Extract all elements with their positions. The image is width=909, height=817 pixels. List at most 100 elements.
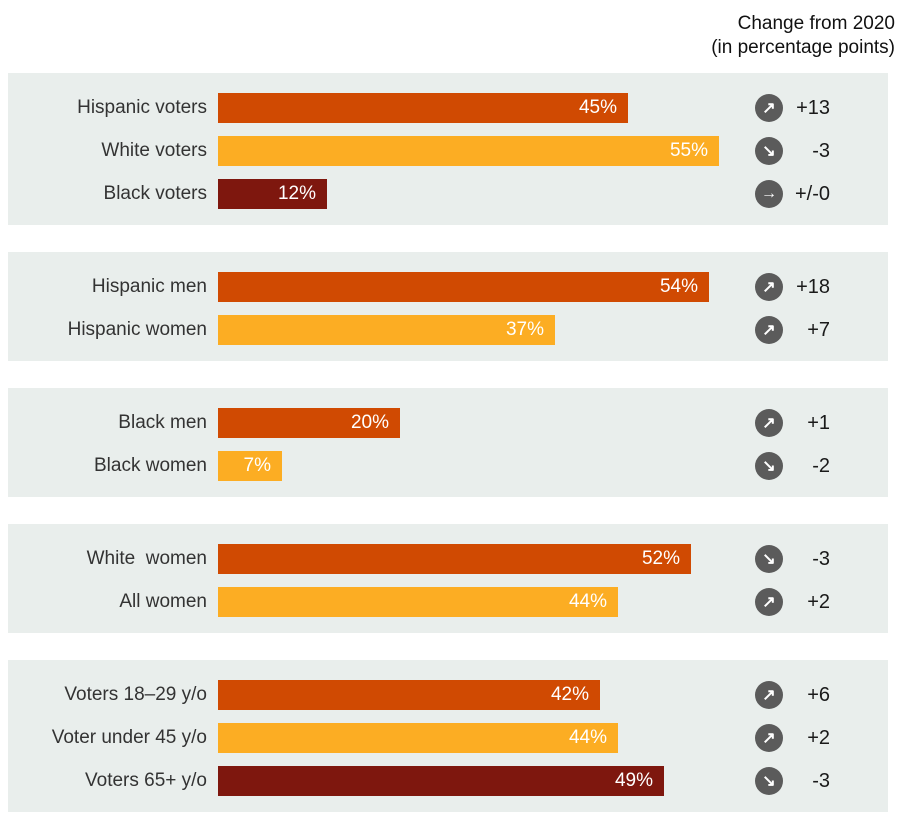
change-cell: ↗ +6 [755, 681, 830, 709]
bar-value-label: 42% [550, 684, 589, 705]
bar-track: 44% [218, 723, 755, 753]
change-value: +/-0 [794, 182, 830, 205]
bar-value-label: 44% [568, 727, 607, 748]
category-label: Black men [118, 412, 207, 433]
change-value: +2 [807, 726, 830, 749]
change-value: +18 [796, 275, 830, 298]
bar-track: 45% [218, 93, 755, 123]
category-label: Hispanic voters [77, 97, 207, 118]
bar-row: Voter under 45 y/o 44% ↗ +2 [8, 723, 888, 753]
change-column-header-line2: (in percentage points) [711, 37, 895, 58]
bar-row: Hispanic men 54% ↗ +18 [8, 272, 888, 302]
value-bar: 12% [218, 179, 327, 209]
group-panel: Voters 18–29 y/o 42% ↗ +6 Voter under 45 y/o… [8, 660, 888, 812]
change-value: +7 [807, 318, 830, 341]
bar-row: Black voters 12% → +/-0 [8, 179, 888, 209]
value-bar: 45% [218, 93, 628, 123]
trend-down-icon: ↘ [755, 767, 783, 795]
change-value: +6 [807, 683, 830, 706]
value-bar: 54% [218, 272, 709, 302]
bar-track: 44% [218, 587, 755, 617]
bar-chart: Hispanic voters 45% ↗ +13 White voters 55% ↘ -3… [8, 73, 888, 812]
trend-up-icon: ↗ [755, 409, 783, 437]
bar-track: 52% [218, 544, 755, 574]
value-bar: 49% [218, 766, 664, 796]
bar-row: Black men 20% ↗ +1 [8, 408, 888, 438]
change-cell: ↗ +18 [755, 273, 830, 301]
category-label: All women [119, 591, 207, 612]
bar-track: 49% [218, 766, 755, 796]
value-bar: 7% [218, 451, 282, 481]
bar-track: 12% [218, 179, 755, 209]
bar-value-label: 52% [641, 548, 680, 569]
change-cell: ↘ -3 [755, 767, 830, 795]
value-bar: 42% [218, 680, 600, 710]
group-panel: Hispanic men 54% ↗ +18 Hispanic women 37% ↗ +7 [8, 252, 888, 361]
bar-track: 54% [218, 272, 755, 302]
change-cell: ↗ +2 [755, 724, 830, 752]
category-label: White voters [101, 140, 207, 161]
change-value: -3 [812, 547, 830, 570]
trend-up-icon: ↗ [755, 94, 783, 122]
bar-value-label: 54% [659, 276, 698, 297]
change-cell: → +/-0 [755, 180, 830, 208]
trend-flat-icon: → [755, 180, 783, 208]
value-bar: 44% [218, 723, 618, 753]
change-value: -2 [812, 454, 830, 477]
change-column-header-line1: Change from 2020 [737, 13, 895, 34]
category-label: Hispanic men [91, 276, 207, 297]
group-panel: Black men 20% ↗ +1 Black women 7% ↘ -2 [8, 388, 888, 497]
trend-down-icon: ↘ [755, 137, 783, 165]
bar-row: Black women 7% ↘ -2 [8, 451, 888, 481]
value-bar: 37% [218, 315, 555, 345]
category-label: Black women [94, 455, 207, 476]
bar-track: 20% [218, 408, 755, 438]
category-label: Black voters [103, 183, 207, 204]
change-cell: ↗ +7 [755, 316, 830, 344]
value-bar: 44% [218, 587, 618, 617]
bar-track: 7% [218, 451, 755, 481]
change-cell: ↘ -2 [755, 452, 830, 480]
change-cell: ↗ +1 [755, 409, 830, 437]
change-value: +13 [796, 96, 830, 119]
bar-track: 42% [218, 680, 755, 710]
change-cell: ↘ -3 [755, 137, 830, 165]
bar-value-label: 45% [578, 97, 617, 118]
change-cell: ↗ +13 [755, 94, 830, 122]
change-value: -3 [812, 769, 830, 792]
bar-row: Voters 65+ y/o 49% ↘ -3 [8, 766, 888, 796]
bar-row: White women 52% ↘ -3 [8, 544, 888, 574]
bar-value-label: 7% [243, 455, 271, 476]
trend-down-icon: ↘ [755, 452, 783, 480]
bar-value-label: 20% [350, 412, 389, 433]
group-panel: White women 52% ↘ -3 All women 44% ↗ +2 [8, 524, 888, 633]
trend-up-icon: ↗ [755, 316, 783, 344]
group-panel: Hispanic voters 45% ↗ +13 White voters 55% ↘ -3… [8, 73, 888, 225]
change-cell: ↗ +2 [755, 588, 830, 616]
bar-row: Voters 18–29 y/o 42% ↗ +6 [8, 680, 888, 710]
bar-value-label: 49% [614, 770, 653, 791]
category-label: Hispanic women [67, 319, 207, 340]
change-column-header: Change from 2020 (in percentage points) [0, 0, 909, 60]
bar-value-label: 12% [277, 183, 316, 204]
bar-value-label: 37% [505, 319, 544, 340]
trend-down-icon: ↘ [755, 545, 783, 573]
trend-up-icon: ↗ [755, 588, 783, 616]
trend-up-icon: ↗ [755, 273, 783, 301]
change-value: -3 [812, 139, 830, 162]
change-value: +1 [807, 411, 830, 434]
change-cell: ↘ -3 [755, 545, 830, 573]
category-label: Voters 18–29 y/o [64, 684, 207, 705]
bar-row: White voters 55% ↘ -3 [8, 136, 888, 166]
change-value: +2 [807, 590, 830, 613]
trend-up-icon: ↗ [755, 681, 783, 709]
category-label: Voters 65+ y/o [85, 770, 207, 791]
value-bar: 52% [218, 544, 691, 574]
trend-up-icon: ↗ [755, 724, 783, 752]
category-label: Voter under 45 y/o [51, 727, 207, 748]
value-bar: 55% [218, 136, 719, 166]
category-label: White women [86, 548, 207, 569]
value-bar: 20% [218, 408, 400, 438]
bar-track: 55% [218, 136, 755, 166]
bar-row: Hispanic voters 45% ↗ +13 [8, 93, 888, 123]
